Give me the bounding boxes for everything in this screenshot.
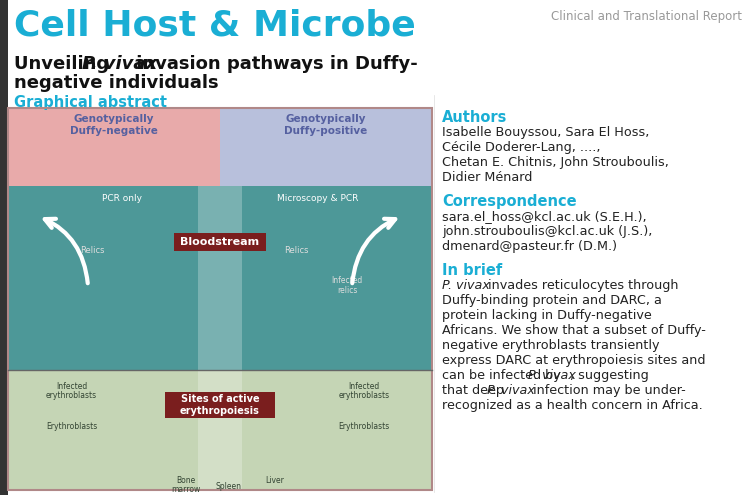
Text: Cell Host & Microbe: Cell Host & Microbe	[14, 8, 416, 42]
Text: Authors: Authors	[442, 110, 507, 125]
Text: Chetan E. Chitnis, John Strouboulis,: Chetan E. Chitnis, John Strouboulis,	[442, 156, 669, 169]
Text: P. vivax: P. vivax	[442, 279, 490, 292]
Text: P. vivax: P. vivax	[528, 369, 576, 382]
Text: Liver: Liver	[266, 476, 284, 485]
Text: erythroblasts: erythroblasts	[338, 391, 390, 400]
Text: Relics: Relics	[284, 246, 308, 255]
Bar	[0, 0, 8, 495]
Text: In brief: In brief	[442, 263, 503, 278]
Bar	[8, 186, 432, 370]
Text: negative erythroblasts transiently: negative erythroblasts transiently	[442, 339, 659, 352]
Text: Infected: Infected	[56, 382, 87, 391]
Text: Unveiling: Unveiling	[14, 55, 116, 73]
Text: Graphical abstract: Graphical abstract	[14, 95, 167, 110]
Text: Correspondence: Correspondence	[442, 194, 577, 209]
Text: Infected: Infected	[349, 382, 380, 391]
Text: Microscopy & PCR: Microscopy & PCR	[277, 194, 358, 203]
Text: Africans. We show that a subset of Duffy-: Africans. We show that a subset of Duffy…	[442, 324, 706, 337]
Bar	[8, 370, 432, 490]
Text: Infected: Infected	[332, 276, 363, 285]
Text: Bone: Bone	[176, 476, 196, 485]
Bar	[8, 108, 432, 490]
Text: invades reticulocytes through: invades reticulocytes through	[484, 279, 679, 292]
Text: Spleen: Spleen	[215, 482, 242, 491]
Text: express DARC at erythropoiesis sites and: express DARC at erythropoiesis sites and	[442, 354, 706, 367]
Bar	[165, 392, 275, 418]
Text: Erythroblasts: Erythroblasts	[46, 422, 98, 431]
Text: Erythroblasts: Erythroblasts	[338, 422, 390, 431]
Text: P. vivax: P. vivax	[82, 55, 158, 73]
Text: Clinical and Translational Report: Clinical and Translational Report	[551, 10, 742, 23]
Text: sara.el_hoss@kcl.ac.uk (S.E.H.),: sara.el_hoss@kcl.ac.uk (S.E.H.),	[442, 210, 646, 223]
Bar	[198, 186, 242, 490]
Text: Sites of active
erythropoiesis: Sites of active erythropoiesis	[180, 394, 260, 416]
Text: Duffy-negative: Duffy-negative	[70, 126, 158, 136]
Text: negative individuals: negative individuals	[14, 74, 219, 92]
Text: invasion pathways in Duffy-: invasion pathways in Duffy-	[130, 55, 418, 73]
Text: Duffy-binding protein and DARC, a: Duffy-binding protein and DARC, a	[442, 294, 662, 307]
Bar	[8, 108, 220, 186]
Text: infection may be under-: infection may be under-	[529, 384, 686, 397]
Text: marrow: marrow	[172, 485, 201, 494]
Text: , suggesting: , suggesting	[570, 369, 649, 382]
Bar	[220, 108, 432, 186]
Text: that deep: that deep	[442, 384, 508, 397]
Text: relics: relics	[337, 286, 358, 295]
Text: P. vivax: P. vivax	[487, 384, 535, 397]
Text: dmenard@pasteur.fr (D.M.): dmenard@pasteur.fr (D.M.)	[442, 240, 617, 253]
Text: protein lacking in Duffy-negative: protein lacking in Duffy-negative	[442, 309, 652, 322]
Text: can be infected by: can be infected by	[442, 369, 565, 382]
Bar	[174, 233, 266, 251]
Text: PCR only: PCR only	[103, 194, 142, 203]
Text: Genotypically: Genotypically	[74, 114, 154, 124]
Text: recognized as a health concern in Africa.: recognized as a health concern in Africa…	[442, 399, 703, 412]
Text: Bloodstream: Bloodstream	[181, 237, 260, 247]
Text: john.strouboulis@kcl.ac.uk (J.S.),: john.strouboulis@kcl.ac.uk (J.S.),	[442, 225, 652, 238]
Text: Cécile Doderer-Lang, ....,: Cécile Doderer-Lang, ....,	[442, 141, 601, 154]
Text: Didier Ménard: Didier Ménard	[442, 171, 532, 184]
Text: Genotypically: Genotypically	[286, 114, 366, 124]
Text: Isabelle Bouyssou, Sara El Hoss,: Isabelle Bouyssou, Sara El Hoss,	[442, 126, 650, 139]
Text: erythroblasts: erythroblasts	[46, 391, 98, 400]
Text: Duffy-positive: Duffy-positive	[284, 126, 368, 136]
Text: Relics: Relics	[80, 246, 105, 255]
